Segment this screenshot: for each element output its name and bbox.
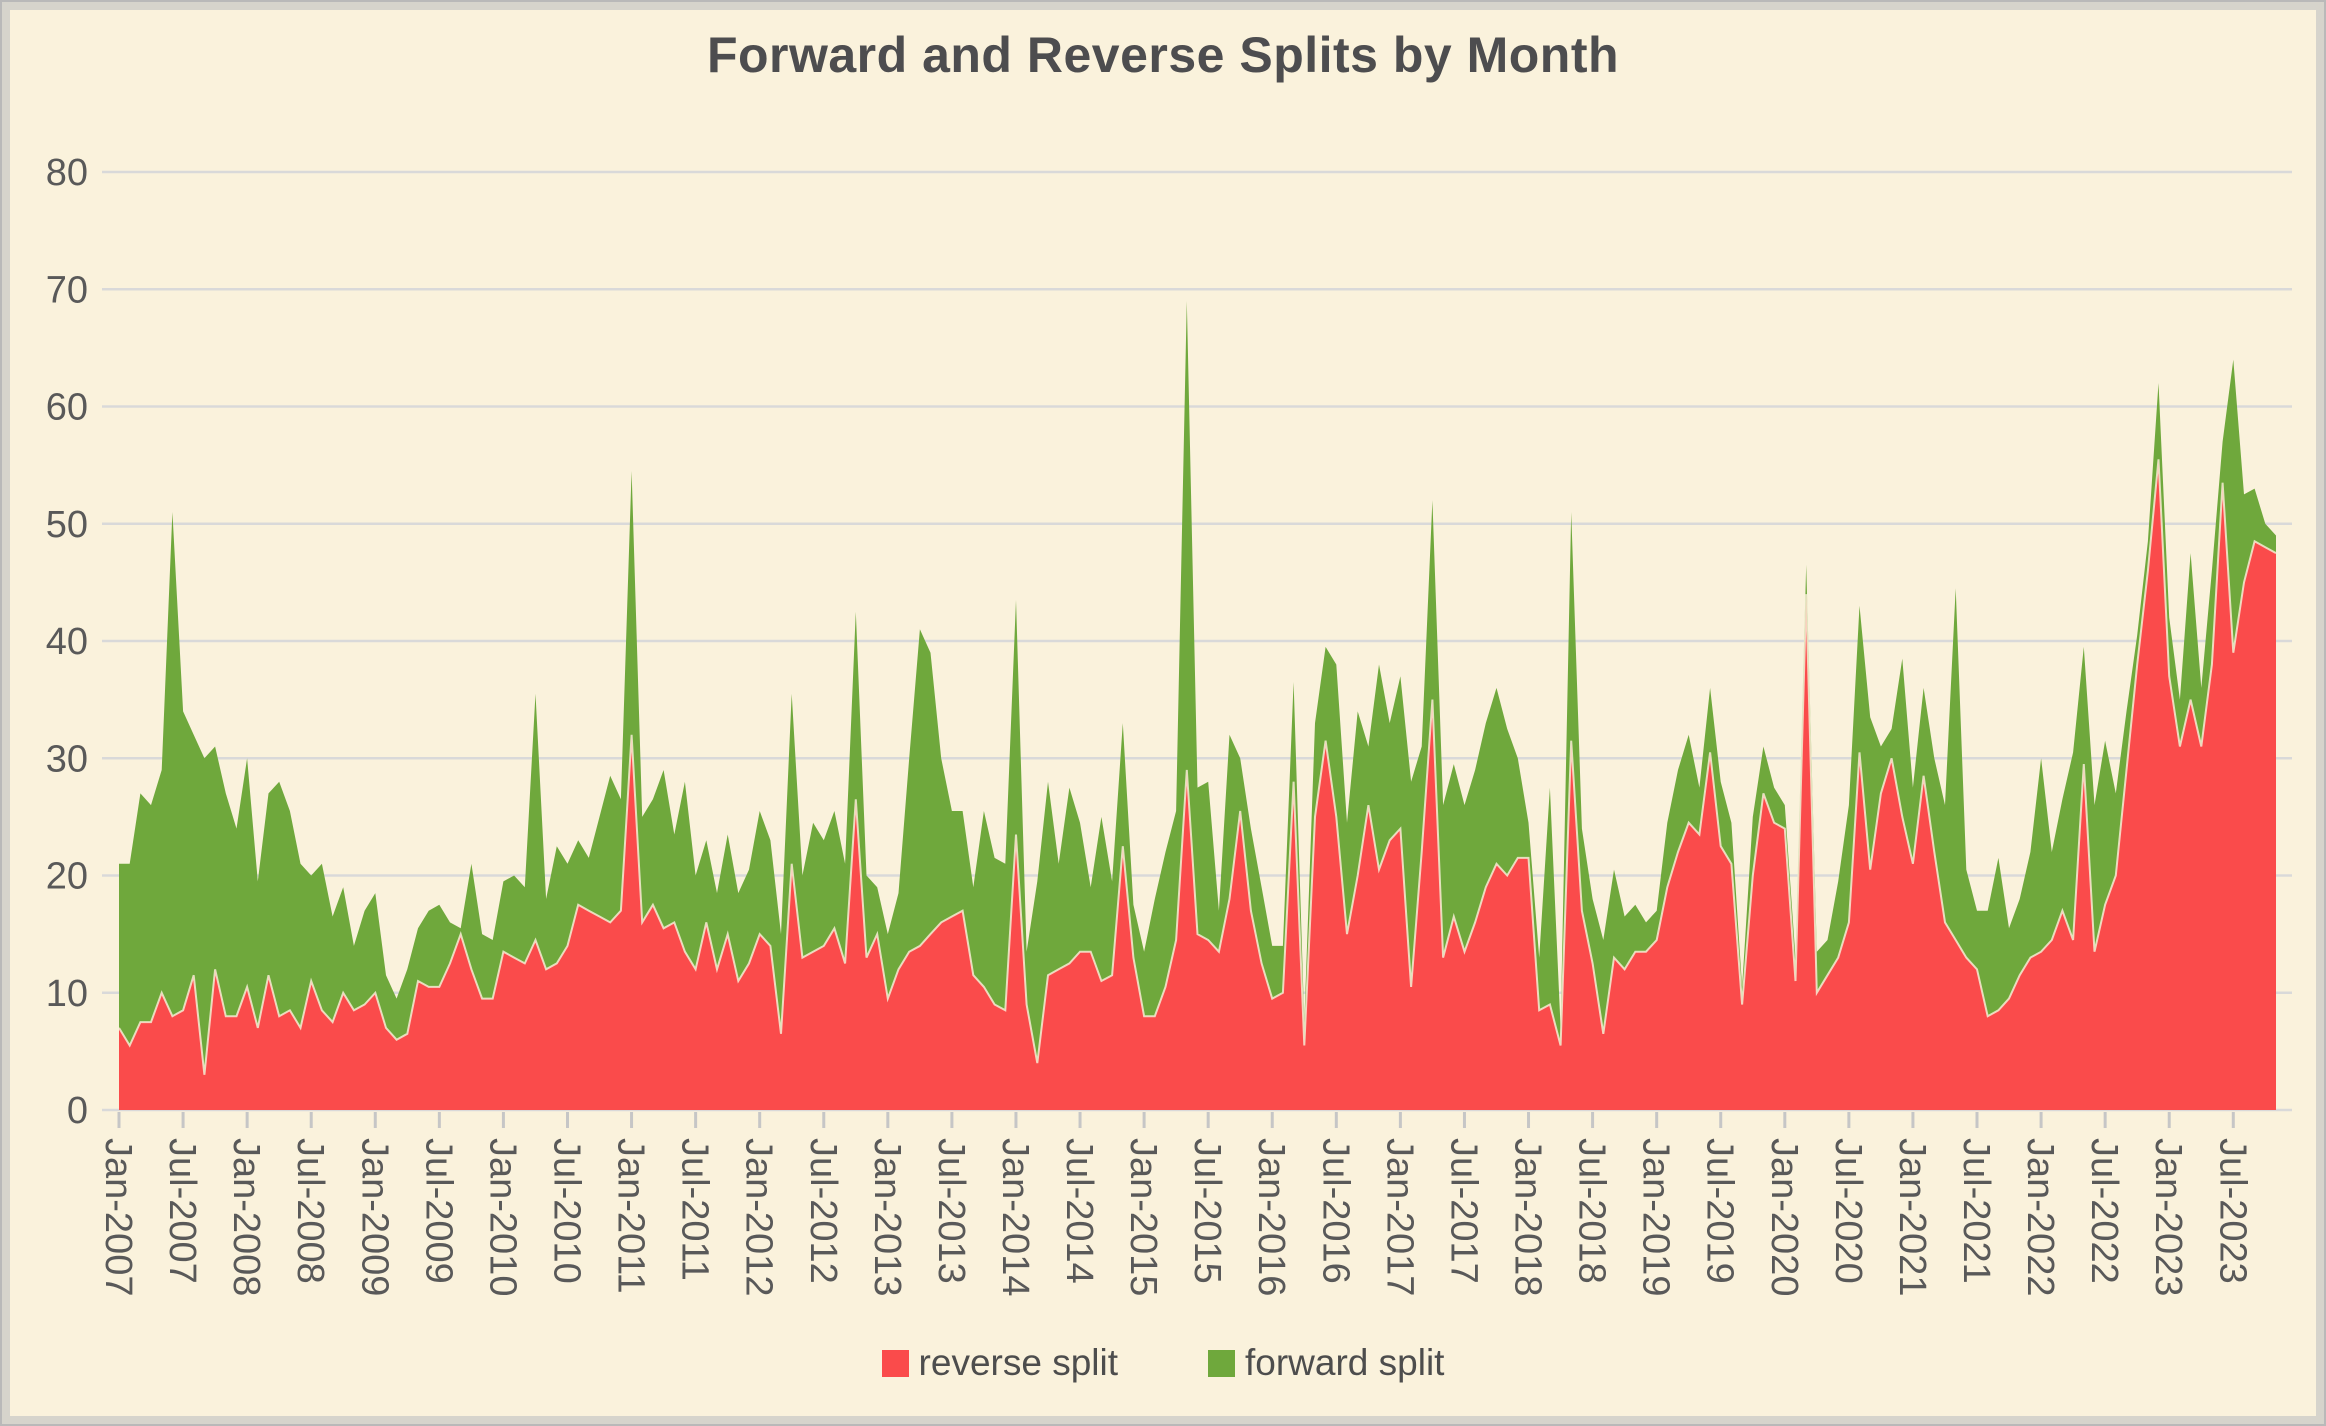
x-axis-label: Jul-2016 xyxy=(1314,1138,1356,1284)
y-axis-label: 80 xyxy=(46,152,88,194)
x-axis-label: Jan-2017 xyxy=(1378,1138,1420,1296)
x-axis-label: Jan-2010 xyxy=(481,1138,523,1296)
x-axis-label: Jan-2007 xyxy=(97,1138,139,1296)
legend-label-reverse: reverse split xyxy=(918,1342,1118,1383)
x-axis-label: Jul-2014 xyxy=(1058,1138,1100,1284)
x-axis-label: Jan-2023 xyxy=(2147,1138,2189,1296)
x-axis-label: Jan-2020 xyxy=(1763,1138,1805,1296)
x-axis-label: Jul-2010 xyxy=(545,1138,587,1284)
y-axis-label: 0 xyxy=(67,1090,88,1132)
x-axis-label: Jan-2012 xyxy=(738,1138,780,1296)
x-axis-label: Jul-2008 xyxy=(289,1138,331,1284)
reverse-split-swatch-icon xyxy=(881,1349,909,1377)
y-axis-label: 10 xyxy=(46,973,88,1015)
y-axis-label: 50 xyxy=(46,504,88,546)
x-axis-label: Jan-2019 xyxy=(1635,1138,1677,1296)
x-axis-label: Jul-2009 xyxy=(417,1138,459,1284)
x-axis-label: Jan-2022 xyxy=(2019,1138,2061,1296)
x-axis-label: Jan-2009 xyxy=(353,1138,395,1296)
chart-legend: reverse split forward split xyxy=(2,1342,2324,1384)
x-axis-label: Jul-2023 xyxy=(2211,1138,2253,1284)
x-axis-label: Jan-2014 xyxy=(994,1138,1036,1296)
x-axis-label: Jan-2018 xyxy=(1507,1138,1549,1296)
x-axis-label: Jan-2013 xyxy=(866,1138,908,1296)
x-axis-label: Jan-2015 xyxy=(1122,1138,1164,1296)
x-axis-label: Jul-2013 xyxy=(930,1138,972,1284)
y-axis-label: 30 xyxy=(46,738,88,780)
x-axis-label: Jan-2016 xyxy=(1250,1138,1292,1296)
x-axis-label: Jul-2022 xyxy=(2083,1138,2125,1284)
forward-split-swatch-icon xyxy=(1208,1349,1235,1377)
y-axis-label: 60 xyxy=(46,387,88,429)
x-axis-label: Jul-2019 xyxy=(1699,1138,1741,1284)
legend-label-forward: forward split xyxy=(1245,1342,1445,1383)
x-axis-label: Jul-2007 xyxy=(161,1138,203,1284)
x-axis-label: Jan-2008 xyxy=(225,1138,267,1296)
y-axis-label: 40 xyxy=(46,621,88,663)
x-axis-label: Jul-2017 xyxy=(1442,1138,1484,1284)
x-axis-label: Jul-2018 xyxy=(1571,1138,1613,1284)
legend-item-reverse-split: reverse split xyxy=(881,1342,1118,1384)
forward-split-area xyxy=(119,301,2276,1110)
series-separator-line xyxy=(118,459,2277,1075)
y-axis-label: 70 xyxy=(46,269,88,311)
x-axis-label: Jul-2011 xyxy=(674,1138,716,1281)
x-axis-label: Jan-2011 xyxy=(610,1138,652,1294)
x-axis-label: Jan-2021 xyxy=(1891,1138,1933,1296)
x-axis-label: Jul-2012 xyxy=(802,1138,844,1284)
y-axis-label: 20 xyxy=(46,856,88,898)
x-axis-label: Jul-2021 xyxy=(1955,1138,1997,1284)
x-axis-label: Jul-2020 xyxy=(1827,1138,1869,1284)
x-axis-label: Jul-2015 xyxy=(1186,1138,1228,1284)
legend-item-forward-split: forward split xyxy=(1208,1342,1444,1384)
chart-title: Forward and Reverse Splits by Month xyxy=(706,27,1620,83)
